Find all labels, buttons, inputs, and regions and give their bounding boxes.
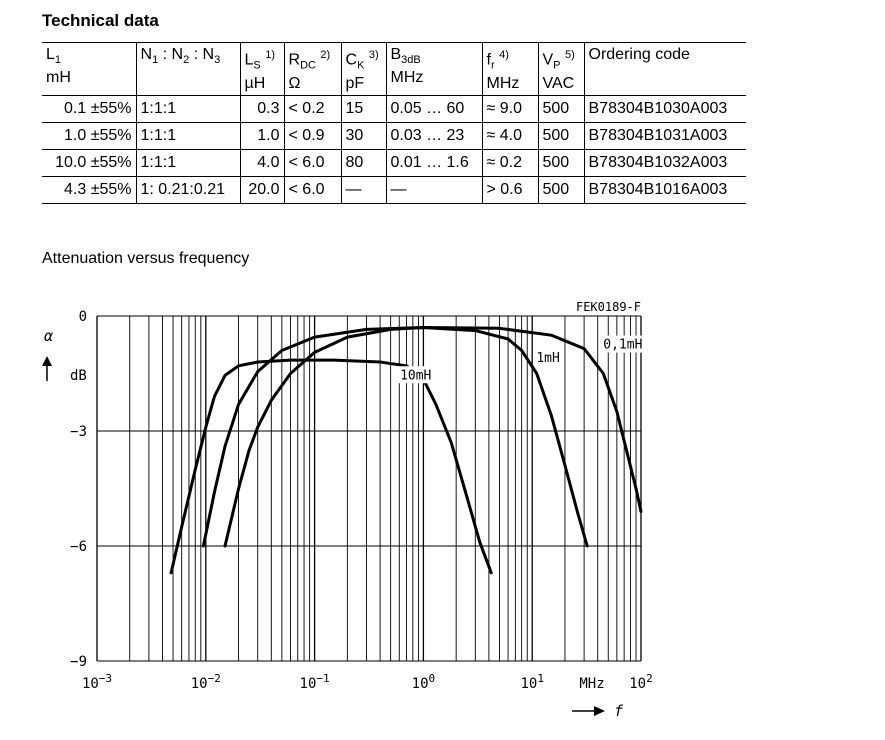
cell-vp: 500 bbox=[537, 176, 584, 204]
y-tick-label: 0 bbox=[79, 309, 87, 325]
figure-code: FEK0189-F bbox=[576, 300, 641, 314]
cell-l1: 4.3 ±55% bbox=[64, 180, 132, 198]
attenuation-curve bbox=[169, 358, 493, 575]
cell-rdc: < 6.0 bbox=[283, 149, 341, 177]
cell-turns-ratio: 1:1:1 bbox=[135, 95, 240, 123]
cell-fr: ≈ 0.2 bbox=[481, 149, 538, 177]
cell-ordering-code: B78304B1030A003 bbox=[583, 95, 746, 123]
curve-label: 1mH bbox=[536, 351, 559, 366]
cell-b3db: 0.03 … 23 bbox=[385, 122, 482, 150]
x-tick-label: 10−1 bbox=[300, 672, 330, 692]
col-b3db: B3dB MHz bbox=[385, 42, 482, 96]
cell-fr: > 0.6 bbox=[481, 176, 538, 204]
cell-ls: 20.0 bbox=[239, 176, 284, 204]
col-turns-ratio: N1 : N2 : N3 bbox=[135, 42, 240, 96]
y-tick-label: −6 bbox=[70, 539, 87, 555]
col-rdc: RDC 2) Ω bbox=[283, 42, 341, 96]
x-tick-label: 10−3 bbox=[82, 672, 112, 692]
cell-ordering-code: B78304B1016A003 bbox=[583, 176, 746, 204]
x-axis-symbol: f bbox=[614, 702, 624, 720]
cell-ordering-code: B78304B1031A003 bbox=[583, 122, 746, 150]
chart-labels: 10mH 1mH 0,1mH 0 −3 −6 −9 α dB 10−3 10−2 10−1 100 101… bbox=[42, 300, 653, 720]
y-tick-label: −3 bbox=[70, 424, 87, 440]
x-tick-label: 10−2 bbox=[191, 672, 221, 692]
cell-ck: 80 bbox=[340, 149, 386, 177]
cell-rdc: < 0.2 bbox=[283, 95, 341, 123]
attenuation-heading: Attenuation versus frequency bbox=[42, 250, 250, 267]
x-axis-unit: MHz bbox=[579, 676, 604, 692]
col-fr: fr 4) MHz bbox=[481, 42, 538, 96]
cell-turns-ratio: 1:1:1 bbox=[135, 149, 240, 177]
cell-l1: 0.1 ±55% bbox=[64, 99, 132, 117]
cell-turns-ratio: 1: 0.21:0.21 bbox=[135, 176, 240, 204]
cell-ls: 0.3 bbox=[239, 95, 284, 123]
cell-vp: 500 bbox=[537, 95, 584, 123]
cell-rdc: < 0.9 bbox=[283, 122, 341, 150]
technical-data-table: L1 mH N1 : N2 : N3 LS 1) µH RDC 2) Ω CK … bbox=[42, 42, 746, 204]
curve-label-bg bbox=[397, 366, 434, 384]
col-ls: LS 1) µH bbox=[239, 42, 284, 96]
cell-vp: 500 bbox=[537, 149, 584, 177]
cell-fr: ≈ 4.0 bbox=[481, 122, 538, 150]
y-axis-symbol: α bbox=[44, 327, 54, 345]
cell-l1: 1.0 ±55% bbox=[64, 126, 132, 144]
attenuation-curve bbox=[223, 326, 643, 548]
x-axis-arrow-icon bbox=[594, 706, 605, 716]
x-tick-label: 100 bbox=[412, 672, 435, 692]
cell-ls: 1.0 bbox=[239, 122, 284, 150]
cell-ck: 30 bbox=[340, 122, 386, 150]
cell-fr: ≈ 9.0 bbox=[481, 95, 538, 123]
cell-b3db: — bbox=[385, 176, 482, 204]
x-tick-label: 102 bbox=[629, 672, 652, 692]
cell-ordering-code: B78304B1032A003 bbox=[583, 149, 746, 177]
attenuation-curve bbox=[201, 326, 589, 548]
table-row: 10.0 ±55% 1:1:1 4.0 < 6.0 80 0.01 … 1.6 … bbox=[42, 149, 746, 177]
col-l1: L1 mH bbox=[46, 46, 71, 87]
chart-curves bbox=[169, 326, 643, 575]
cell-l1: 10.0 ±55% bbox=[55, 153, 132, 171]
technical-data-heading: Technical data bbox=[42, 11, 159, 30]
cell-b3db: 0.05 … 60 bbox=[385, 95, 482, 123]
col-vp: VP 5) VAC bbox=[537, 42, 584, 96]
chart-grid bbox=[96, 315, 642, 662]
col-ck: CK 3) pF bbox=[340, 42, 386, 96]
curve-label: 0,1mH bbox=[603, 338, 642, 353]
curve-label: 10mH bbox=[400, 368, 431, 383]
col-ordering-code: Ordering code bbox=[583, 42, 746, 96]
cell-b3db: 0.01 … 1.6 bbox=[385, 149, 482, 177]
curve-label-bg bbox=[534, 349, 563, 366]
table-row: 1.0 ±55% 1:1:1 1.0 < 0.9 30 0.03 … 23 ≈ … bbox=[42, 122, 746, 150]
cell-vp: 500 bbox=[537, 122, 584, 150]
table-row: 4.3 ±55% 1: 0.21:0.21 20.0 < 6.0 — — > 0… bbox=[42, 176, 746, 204]
y-tick-label: −9 bbox=[70, 654, 87, 670]
x-tick-label: 101 bbox=[520, 672, 543, 692]
table-row: 0.1 ±55% 1:1:1 0.3 < 0.2 15 0.05 … 60 ≈ … bbox=[42, 95, 746, 123]
table-header-row: L1 mH N1 : N2 : N3 LS 1) µH RDC 2) Ω CK … bbox=[42, 42, 746, 96]
cell-ck: — bbox=[340, 176, 386, 204]
curve-label-bg bbox=[601, 335, 646, 353]
y-axis-unit: dB bbox=[70, 368, 87, 384]
y-axis-arrow-icon bbox=[42, 356, 52, 366]
cell-turns-ratio: 1:1:1 bbox=[135, 122, 240, 150]
cell-ls: 4.0 bbox=[239, 149, 284, 177]
cell-ck: 15 bbox=[340, 95, 386, 123]
cell-rdc: < 6.0 bbox=[283, 176, 341, 204]
